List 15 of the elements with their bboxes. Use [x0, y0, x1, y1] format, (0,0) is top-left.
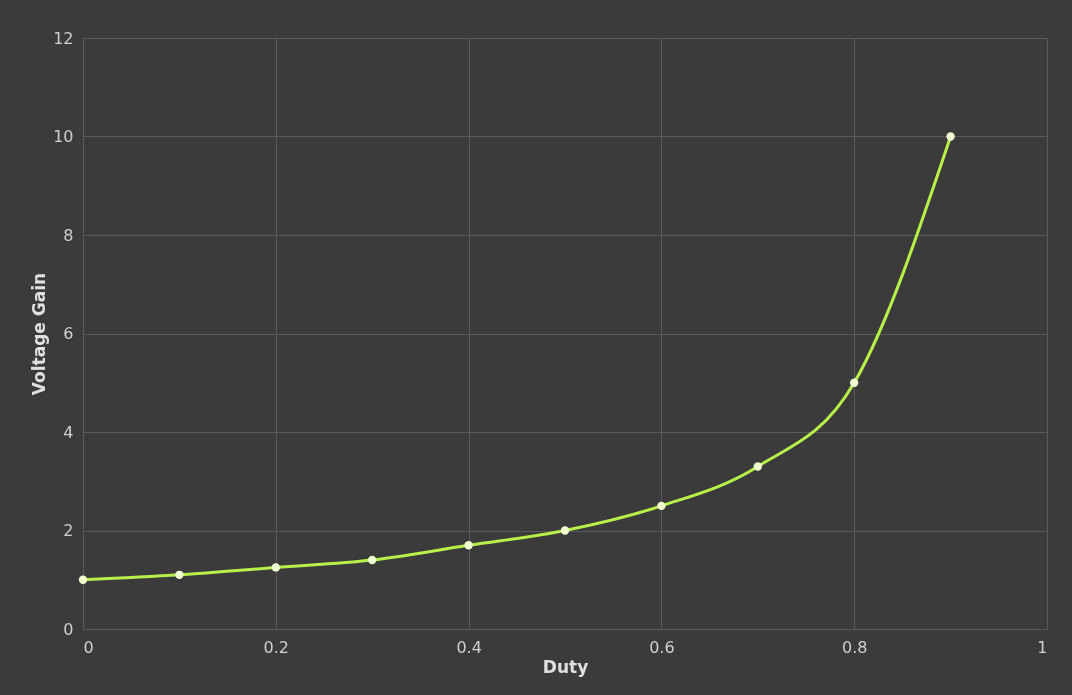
y-tick-label: 4: [63, 422, 74, 442]
y-axis-title: Voltage Gain: [29, 272, 50, 396]
x-axis-title: Duty: [542, 656, 589, 677]
y-tick-label: 8: [63, 225, 74, 245]
x-tick-label: 0.8: [841, 637, 868, 657]
x-tick-label: 0.6: [649, 637, 675, 657]
y-tick-label: 10: [53, 127, 74, 146]
x-tick-label: 0.2: [263, 637, 290, 657]
x-tick-label: 1: [1037, 637, 1048, 657]
y-tick-label: 2: [63, 521, 74, 540]
y-tick-label: 12: [53, 28, 74, 48]
y-tick-label: 6: [63, 324, 74, 343]
y-tick-label: 0: [63, 619, 74, 639]
x-tick-label: 0: [83, 637, 94, 657]
x-tick-label: 0.4: [456, 637, 482, 657]
